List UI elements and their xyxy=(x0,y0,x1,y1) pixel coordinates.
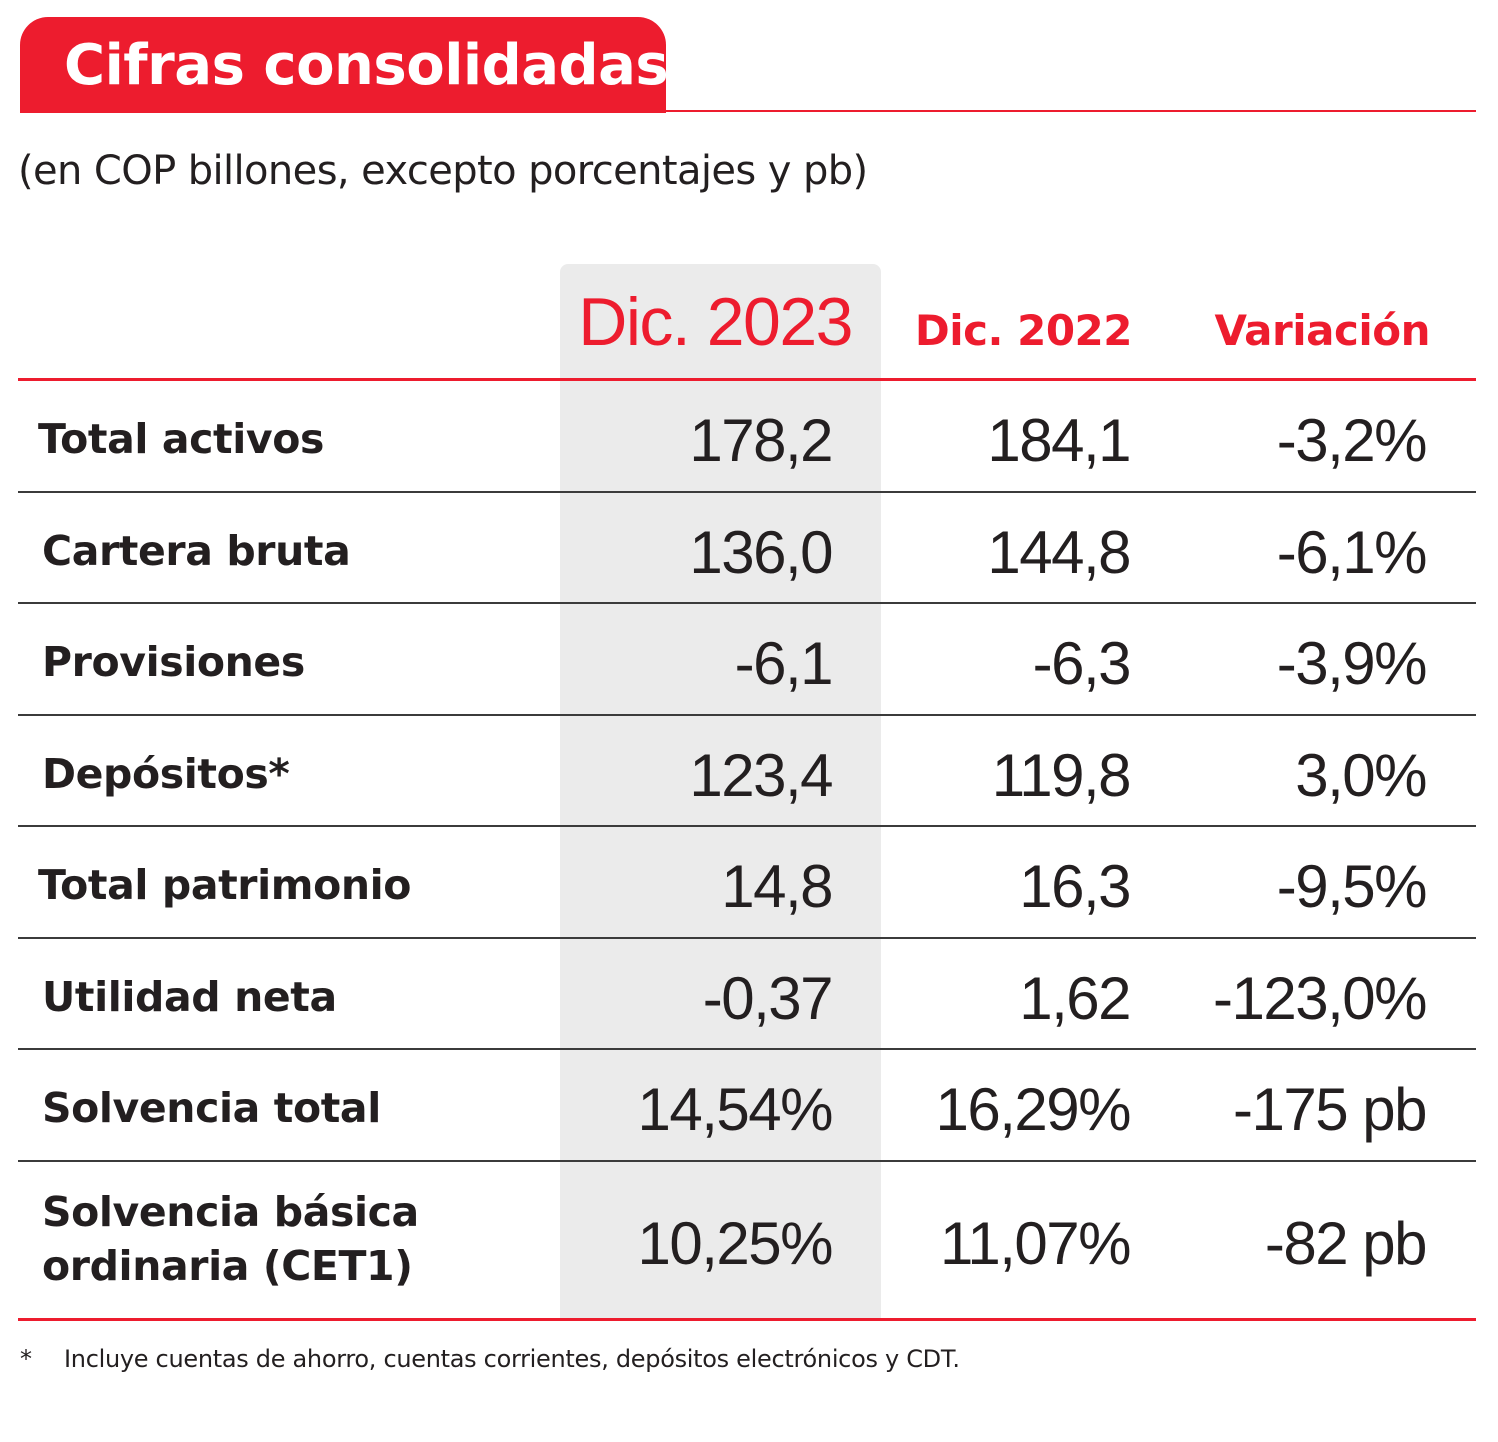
header-rule xyxy=(18,378,1476,381)
value-dic-2023: 10,25% xyxy=(637,1210,834,1277)
value-variacion: -123,0% xyxy=(1213,965,1427,1032)
current-year-column-highlight xyxy=(560,264,881,1320)
units-subtitle: (en COP billones, excepto porcentajes y … xyxy=(18,148,868,194)
value-dic-2023: 178,2 xyxy=(689,407,833,474)
row-label: Provisiones xyxy=(42,638,305,686)
table-row-total-patrimonio: Total patrimonio 14,8 16,3 -9,5% xyxy=(0,826,1498,938)
row-divider xyxy=(18,491,1476,493)
table-row-utilidad-neta: Utilidad neta -0,37 1,62 -123,0% xyxy=(0,938,1498,1050)
page-title: Cifras consolidadas xyxy=(64,32,669,98)
value-dic-2022: 16,29% xyxy=(935,1076,1132,1143)
row-divider xyxy=(18,714,1476,716)
row-label: Depósitos* xyxy=(42,750,290,798)
value-variacion: -3,2% xyxy=(1276,407,1428,474)
value-dic-2022: 1,62 xyxy=(1019,965,1131,1032)
footnote-marker: * xyxy=(20,1345,32,1373)
value-dic-2022: -6,3 xyxy=(1032,630,1132,697)
row-label: Total patrimonio xyxy=(38,861,412,909)
value-dic-2022: 11,07% xyxy=(939,1210,1132,1277)
row-divider xyxy=(18,1160,1476,1162)
value-dic-2023: 14,54% xyxy=(637,1076,834,1143)
row-label-line-1: Solvencia básica xyxy=(42,1188,419,1236)
table-row-solvencia-basica-ordinaria: Solvencia básica ordinaria (CET1) 10,25%… xyxy=(0,1161,1498,1319)
row-divider xyxy=(18,825,1476,827)
row-label: Solvencia total xyxy=(42,1084,381,1132)
table-bottom-rule xyxy=(18,1318,1476,1321)
value-dic-2023: 14,8 xyxy=(721,853,833,920)
value-dic-2023: 136,0 xyxy=(689,519,833,586)
row-divider xyxy=(18,937,1476,939)
table-row-provisiones: Provisiones -6,1 -6,3 -3,9% xyxy=(0,603,1498,715)
value-dic-2023: 123,4 xyxy=(689,742,833,809)
table-row-cartera-bruta: Cartera bruta 136,0 144,8 -6,1% xyxy=(0,492,1498,604)
footnote-text: Incluye cuentas de ahorro, cuentas corri… xyxy=(64,1345,960,1373)
row-divider xyxy=(18,1048,1476,1050)
value-variacion: 3,0% xyxy=(1295,742,1427,809)
table-row-solvencia-total: Solvencia total 14,54% 16,29% -175 pb xyxy=(0,1049,1498,1161)
value-dic-2023: -6,1 xyxy=(734,630,834,697)
value-variacion: -82 pb xyxy=(1264,1210,1428,1277)
row-divider xyxy=(18,602,1476,604)
title-underline xyxy=(666,110,1476,112)
column-header-dic-2022: Dic. 2022 xyxy=(914,306,1133,355)
footnote: * Incluye cuentas de ahorro, cuentas corr… xyxy=(20,1345,960,1373)
value-dic-2022: 119,8 xyxy=(991,742,1132,809)
table-row-total-activos: Total activos 178,2 184,1 -3,2% xyxy=(0,380,1498,492)
row-label: Utilidad neta xyxy=(42,973,337,1021)
value-variacion: -6,1% xyxy=(1276,519,1428,586)
value-variacion: -3,9% xyxy=(1276,630,1428,697)
value-dic-2023: -0,37 xyxy=(702,965,834,1032)
row-label: Total activos xyxy=(38,415,325,463)
value-dic-2022: 184,1 xyxy=(987,407,1131,474)
table-row-depositos: Depósitos* 123,4 119,8 3,0% xyxy=(0,715,1498,827)
value-variacion: -9,5% xyxy=(1276,853,1428,920)
row-label-line-2: ordinaria (CET1) xyxy=(42,1242,413,1290)
column-header-variacion: Variación xyxy=(1214,306,1430,355)
title-banner: Cifras consolidadas xyxy=(20,17,669,113)
column-header-dic-2023: Dic. 2023 xyxy=(578,284,853,360)
value-dic-2022: 144,8 xyxy=(987,519,1131,586)
value-dic-2022: 16,3 xyxy=(1019,853,1131,920)
value-variacion: -175 pb xyxy=(1233,1076,1428,1143)
row-label: Cartera bruta xyxy=(42,527,351,575)
